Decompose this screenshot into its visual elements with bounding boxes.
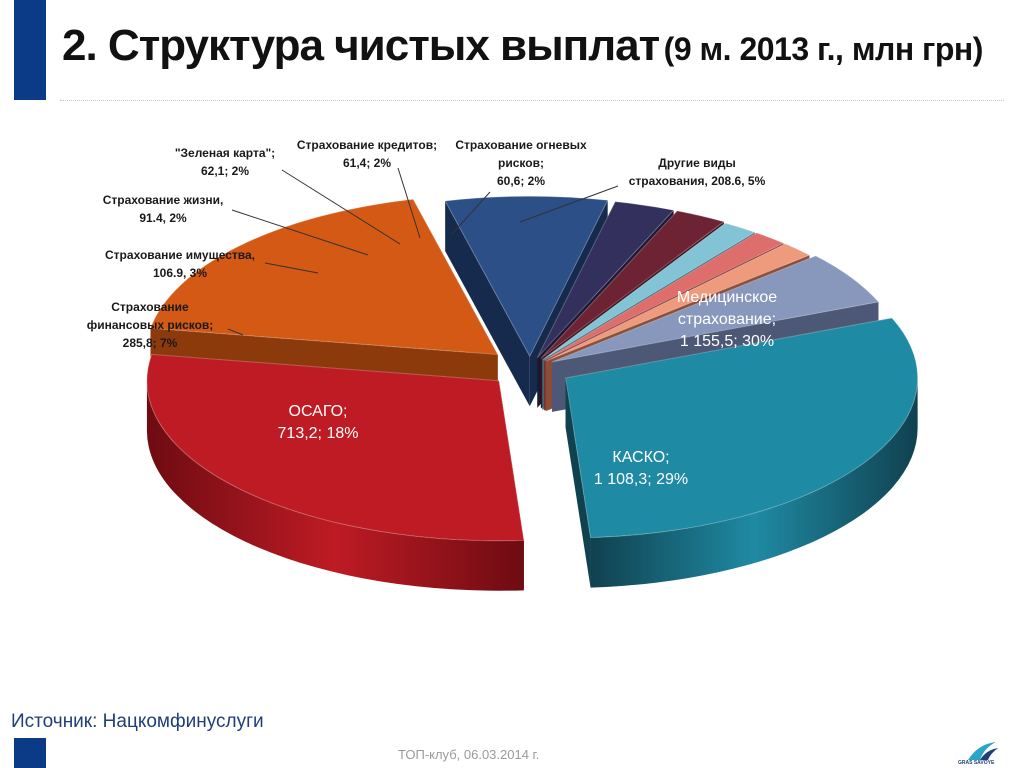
pie-slice-2 <box>146 353 525 542</box>
footer-text: ТОП-клуб, 06.03.2014 г. <box>398 747 540 762</box>
logo-text: GRAS SAVOYE <box>958 760 995 766</box>
slice-label-line: КАСКО; <box>612 449 669 466</box>
pie-slice-10 <box>551 255 880 363</box>
leader-line <box>281 169 401 245</box>
pie-chart: Медицинское страхование; 1 155,5; 30% КАСКО… <box>87 138 919 591</box>
slice-label-line: 1 155,5; 30% <box>680 333 774 350</box>
pie-slice-rim <box>146 380 524 591</box>
pie-slice-5 <box>536 201 675 359</box>
slice-label: ОСАГО; 713,2; 18% <box>278 403 359 442</box>
title-main: 2. Структура чистых выплат <box>62 21 660 70</box>
pie-slice-wall <box>445 200 530 407</box>
slice-label: Страхование жизни, 91.4, 2% <box>103 193 224 225</box>
slice-label: Страхование имущества, 106.9, 3% <box>105 248 255 280</box>
pie-slice-rim <box>590 378 918 588</box>
leader-line <box>451 191 491 235</box>
pie-slice-wall <box>565 378 591 588</box>
slice-label-line: рисков; <box>498 156 544 170</box>
slice-label-line: страхования, 208.6, 5% <box>629 174 766 188</box>
slice-label-line: страхование; <box>678 311 776 328</box>
pie-slice-6 <box>540 210 725 359</box>
leader-line <box>397 167 421 239</box>
pie-slice-4 <box>444 195 609 358</box>
slice-label-line: 106.9, 3% <box>153 266 207 280</box>
slice-label-line: 285,8; 7% <box>123 336 178 350</box>
slice-label-line: 62,1; 2% <box>201 164 249 178</box>
slice-label-line: "Зеленая карта"; <box>175 146 275 160</box>
slice-label-line: ОСАГО; <box>289 403 348 420</box>
slice-label-line: Медицинское <box>677 289 777 306</box>
slice-label-line: 91.4, 2% <box>139 211 187 225</box>
slice-label: Страхование огневых рисков; 60,6; 2% <box>455 138 587 188</box>
slice-label-line: Другие виды <box>658 156 735 170</box>
slice-label: Медицинское страхование; 1 155,5; 30% <box>677 289 777 350</box>
page-title: 2. Структура чистых выплат (9 м. 2013 г.… <box>62 24 983 68</box>
leader-line <box>231 209 369 256</box>
slice-label-line: Страхование кредитов; <box>297 138 437 152</box>
slice-label-line: Страхование огневых <box>455 138 587 152</box>
slice-label: "Зеленая карта"; 62,1; 2% <box>175 146 275 178</box>
slice-label-line: финансовых рисков; <box>87 318 214 332</box>
leader-line <box>264 262 319 274</box>
slice-label: Другие виды страхования, 208.6, 5% <box>629 156 766 188</box>
leader-line <box>227 328 244 336</box>
slice-label: КАСКО; 1 108,3; 29% <box>594 449 688 488</box>
slice-label-line: 60,6; 2% <box>497 174 545 188</box>
gras-savoye-logo <box>968 742 998 760</box>
pie-slice-1 <box>565 317 919 539</box>
slice-label-line: Страхование имущества, <box>105 248 255 262</box>
title-sub: (9 м. 2013 г., млн грн) <box>663 31 984 67</box>
accent-bar-top <box>14 0 46 100</box>
title-divider <box>60 100 1004 101</box>
pie-slice-3 <box>149 198 499 356</box>
slice-label-line: 1 108,3; 29% <box>594 471 688 488</box>
slice-label-line: Страхование <box>111 300 189 314</box>
pie-slice-8 <box>543 232 785 361</box>
slice-label: Страхование финансовых рисков; 285,8; 7% <box>87 300 214 350</box>
source-note: Источник: Нацкомфинуслуги <box>11 711 264 732</box>
slice-label-line: 713,2; 18% <box>278 425 359 442</box>
slice-label: Страхование кредитов; 61,4; 2% <box>297 138 437 170</box>
pie-slice-9 <box>545 243 811 362</box>
accent-bar-bottom <box>14 738 46 768</box>
leader-line <box>519 185 619 223</box>
slice-label-line: 61,4; 2% <box>343 156 391 170</box>
slice-label-line: Страхование жизни, <box>103 193 224 207</box>
pie-slice-7 <box>542 222 756 361</box>
